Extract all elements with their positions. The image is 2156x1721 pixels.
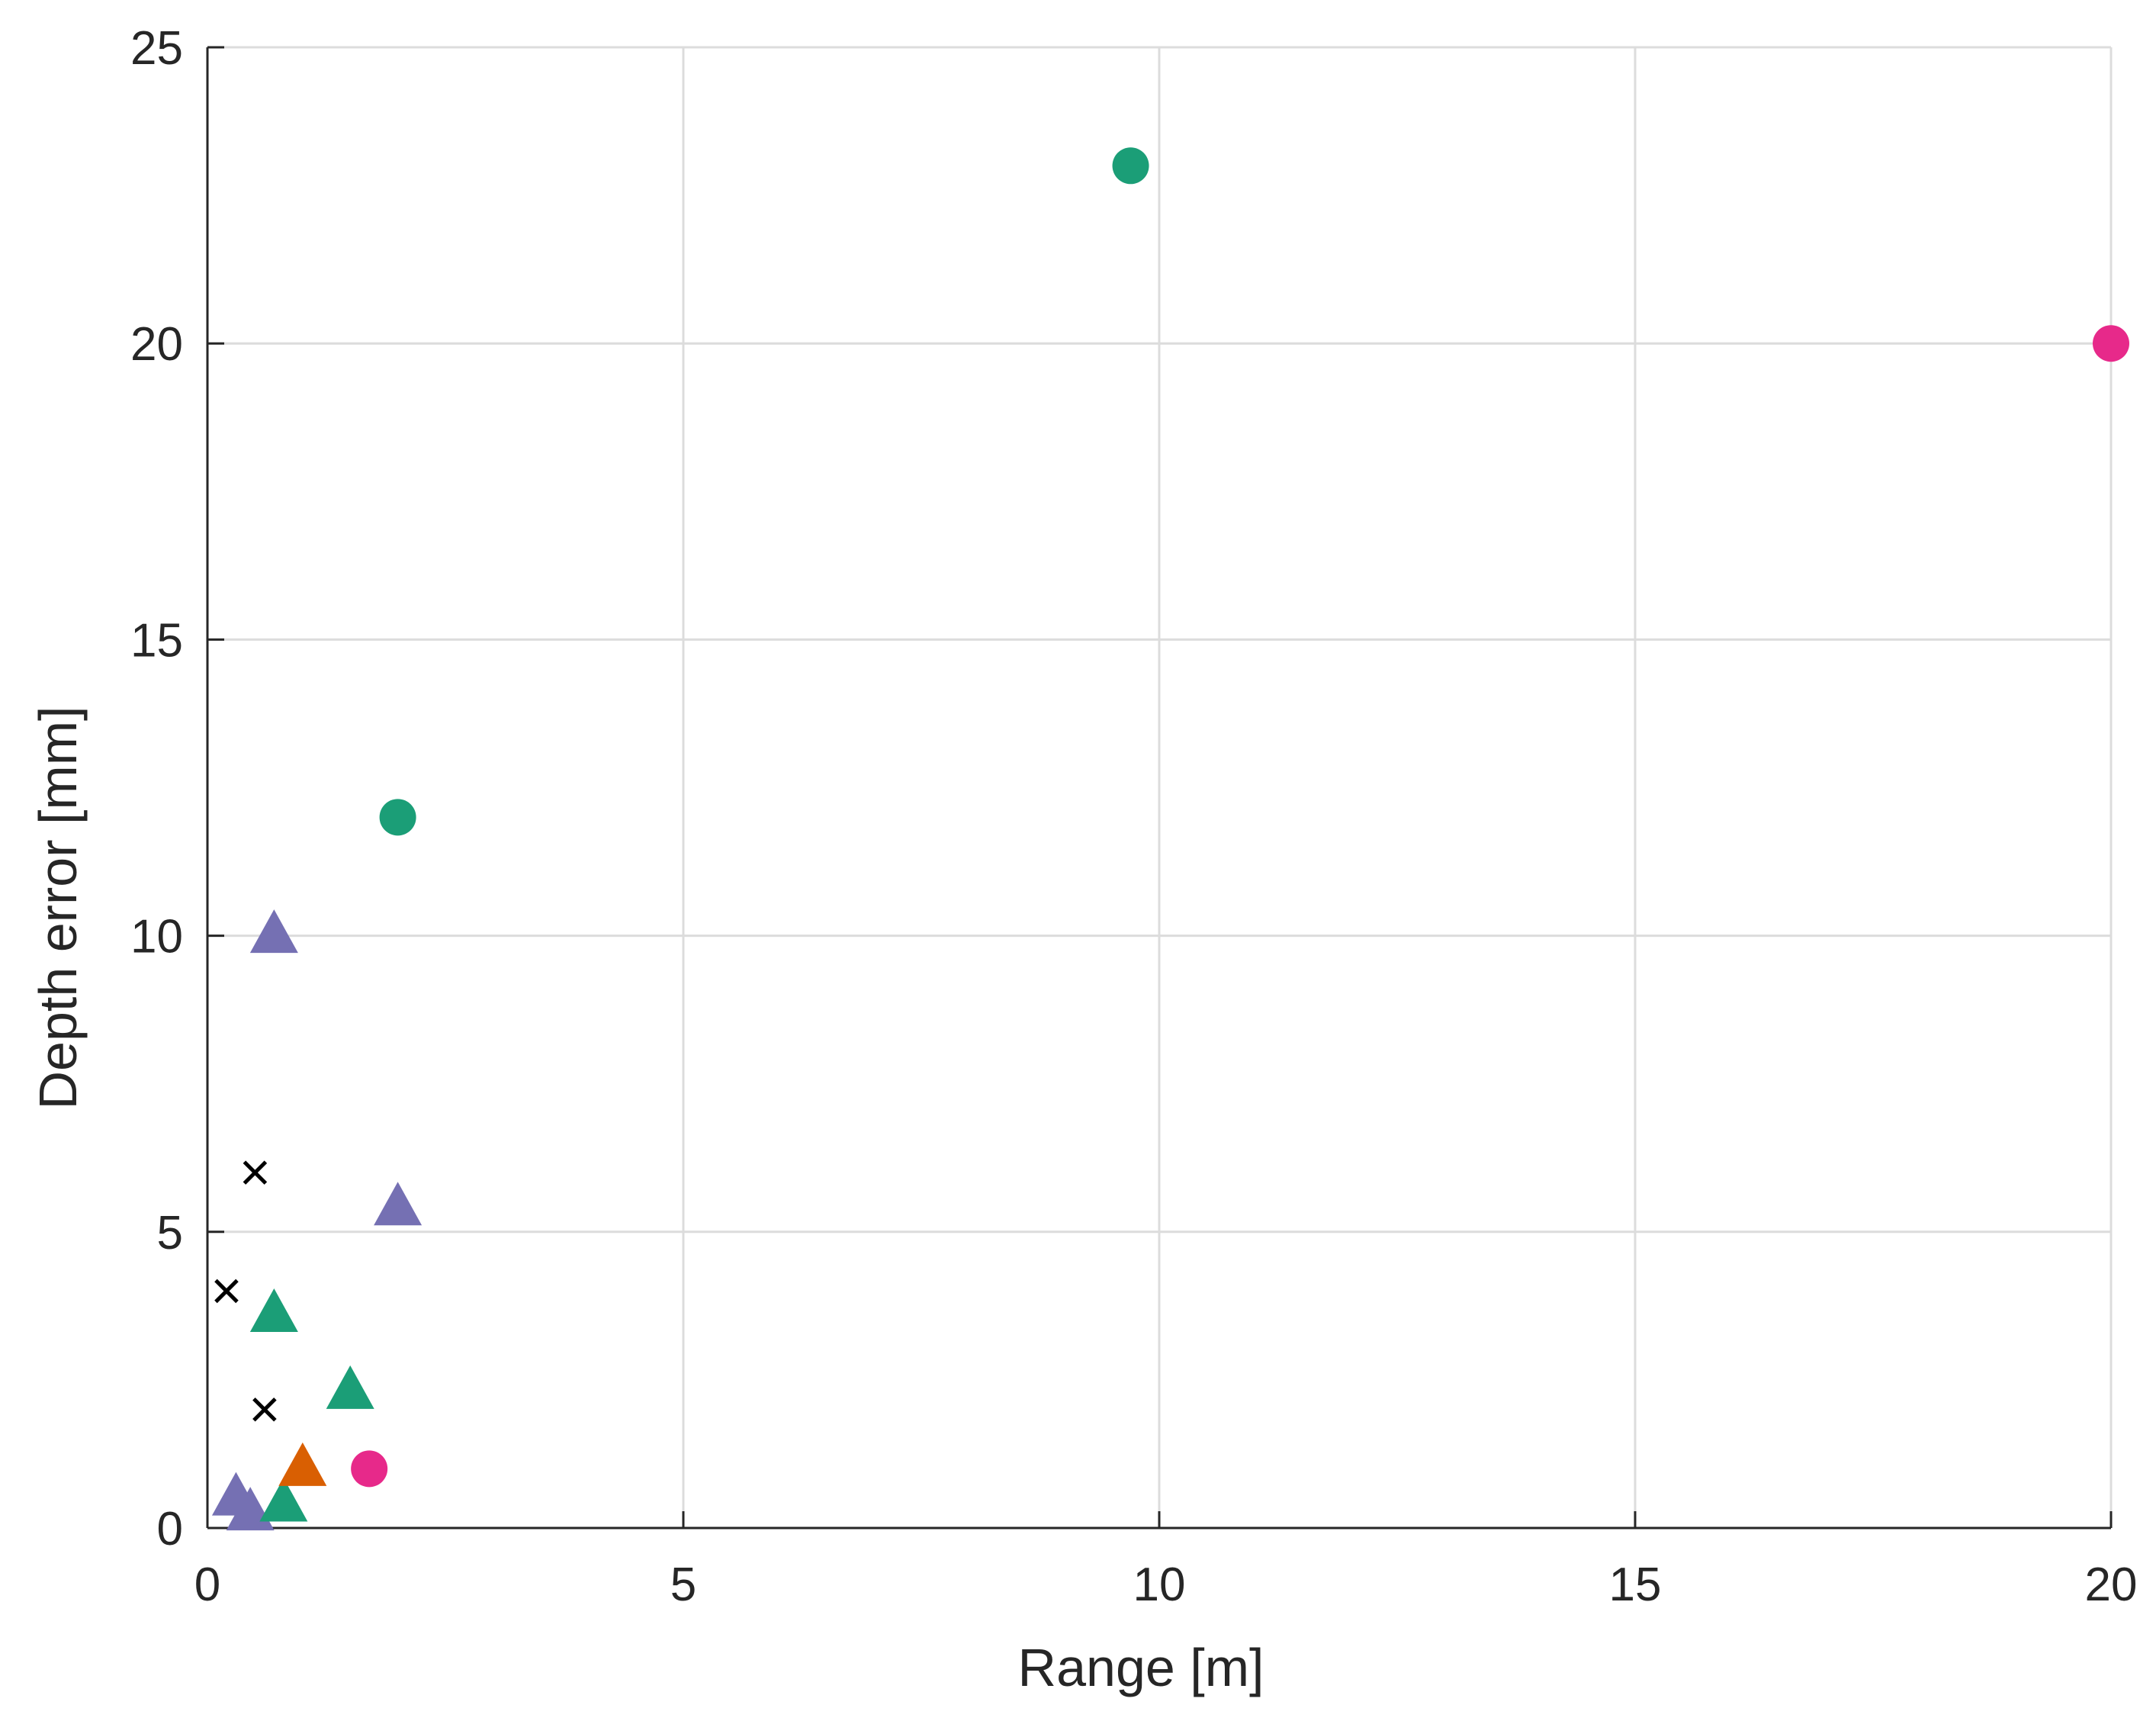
magenta-circles-point	[2093, 325, 2129, 362]
y-axis-title: Depth error [mm]	[28, 706, 88, 1110]
y-tick-label: 25	[130, 22, 183, 75]
black-crosses-point	[214, 1279, 239, 1304]
green-circles-point	[379, 799, 416, 836]
y-tick-label: 5	[157, 1207, 183, 1259]
y-tick-label: 0	[157, 1503, 183, 1555]
purple-triangles-point	[374, 1182, 423, 1226]
magenta-circles-point	[351, 1450, 388, 1488]
x-tick-label: 0	[194, 1559, 220, 1611]
orange-triangles-point	[278, 1442, 327, 1486]
green-triangles-point	[249, 1288, 298, 1332]
x-axis-title: Range [m]	[1018, 1638, 1264, 1697]
green-circles-point	[1112, 147, 1149, 185]
x-tick-label: 20	[2085, 1559, 2138, 1611]
x-tick-label: 5	[670, 1559, 696, 1611]
y-tick-label: 20	[130, 318, 183, 371]
ticks: 0 5 10 15 20 0 5 10 15 20 25	[130, 22, 2137, 1611]
black-crosses-point	[252, 1397, 277, 1422]
purple-triangles-point	[249, 909, 298, 954]
green-triangles-point	[259, 1478, 308, 1522]
x-tick-label: 10	[1133, 1559, 1186, 1611]
y-tick-label: 15	[130, 614, 183, 667]
grid	[207, 46, 2113, 1528]
black-crosses-point	[243, 1160, 268, 1185]
data-marks	[211, 147, 2129, 1531]
y-tick-label: 10	[130, 911, 183, 963]
green-triangles-point	[326, 1365, 374, 1409]
x-tick-label: 15	[1609, 1559, 1662, 1611]
